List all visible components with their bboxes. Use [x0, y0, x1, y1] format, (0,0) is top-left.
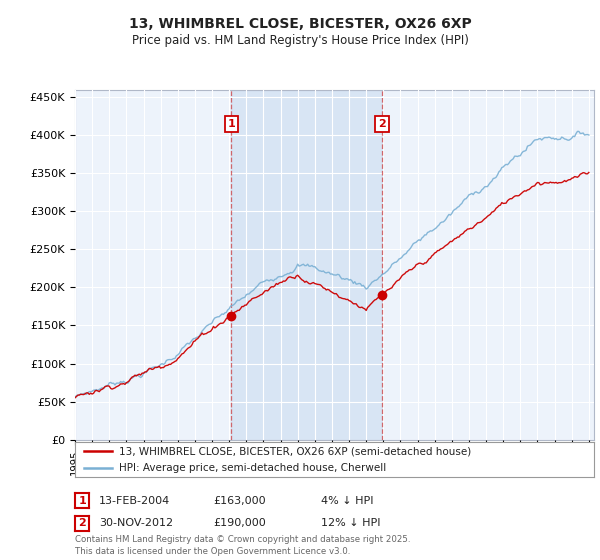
Bar [231, 90, 382, 440]
Text: 12% ↓ HPI: 12% ↓ HPI [321, 518, 380, 528]
Text: 1: 1 [79, 496, 86, 506]
Text: 13-FEB-2004: 13-FEB-2004 [99, 496, 170, 506]
Text: 2: 2 [79, 519, 86, 528]
Text: HPI: Average price, semi-detached house, Cherwell: HPI: Average price, semi-detached house,… [119, 463, 386, 473]
Text: Price paid vs. HM Land Registry's House Price Index (HPI): Price paid vs. HM Land Registry's House … [131, 34, 469, 46]
Text: 2: 2 [378, 119, 386, 129]
Text: Contains HM Land Registry data © Crown copyright and database right 2025.
This d: Contains HM Land Registry data © Crown c… [75, 535, 410, 556]
Text: 4% ↓ HPI: 4% ↓ HPI [321, 496, 373, 506]
Text: 13, WHIMBREL CLOSE, BICESTER, OX26 6XP (semi-detached house): 13, WHIMBREL CLOSE, BICESTER, OX26 6XP (… [119, 446, 472, 456]
Text: 1: 1 [227, 119, 235, 129]
Text: 13, WHIMBREL CLOSE, BICESTER, OX26 6XP: 13, WHIMBREL CLOSE, BICESTER, OX26 6XP [128, 17, 472, 31]
Text: £163,000: £163,000 [213, 496, 266, 506]
Text: 30-NOV-2012: 30-NOV-2012 [99, 518, 173, 528]
Text: £190,000: £190,000 [213, 518, 266, 528]
